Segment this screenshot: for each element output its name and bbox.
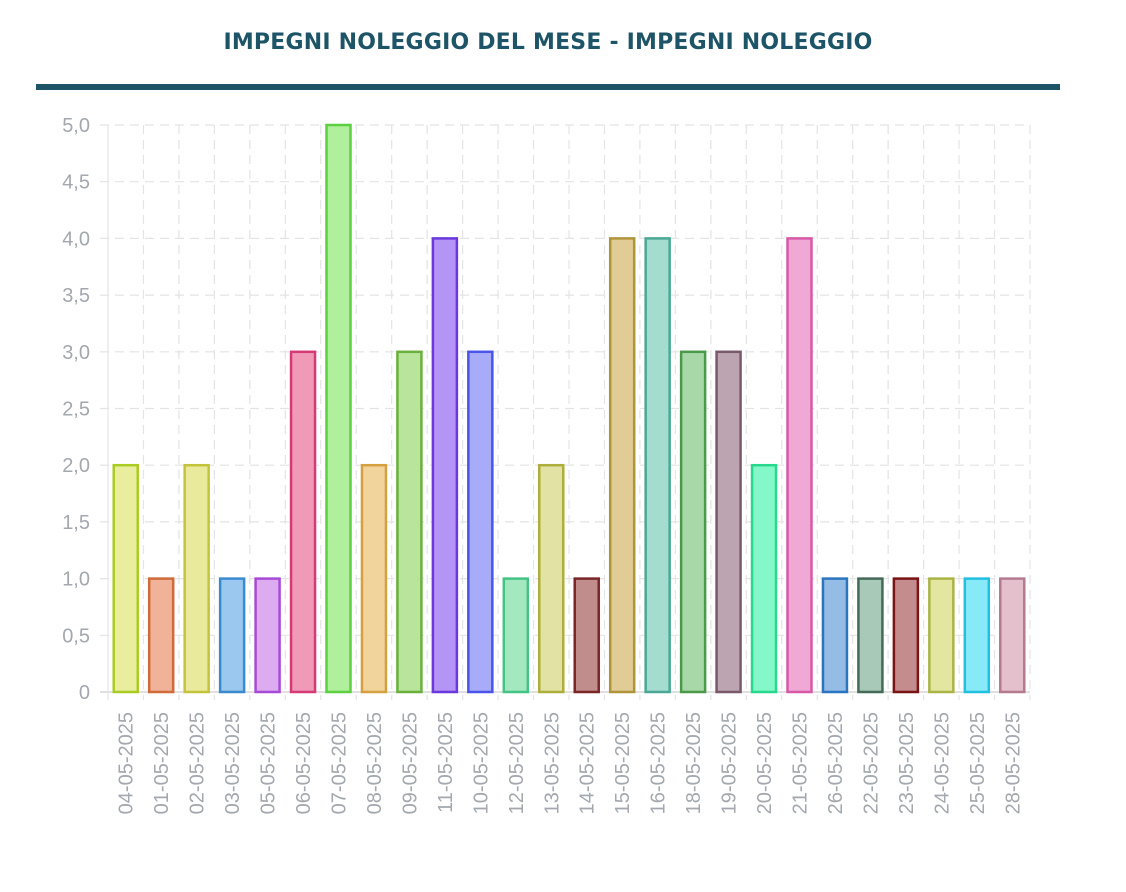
x-tick-label: 16-05-2025 <box>648 712 670 814</box>
x-tick-label: 11-05-2025 <box>435 712 457 813</box>
bar <box>821 577 849 694</box>
x-tick-label: 01-05-2025 <box>151 712 173 814</box>
bar <box>715 350 742 694</box>
x-tick-label: 22-05-2025 <box>860 712 882 814</box>
bar <box>786 237 813 694</box>
bar <box>963 577 991 694</box>
bar <box>644 237 671 694</box>
y-tick-label: 0 <box>79 682 90 704</box>
bar <box>431 237 459 694</box>
x-tick-label: 28-05-2025 <box>1002 712 1024 814</box>
x-tick-label: 13-05-2025 <box>541 712 563 814</box>
bar <box>183 463 210 694</box>
y-tick-label: 3,5 <box>62 285 90 307</box>
y-tick-label: 4,5 <box>62 172 90 194</box>
x-tick-label: 10-05-2025 <box>470 712 492 814</box>
title-underline <box>36 84 1060 90</box>
y-tick-label: 4,0 <box>62 228 90 250</box>
x-tick-label: 18-05-2025 <box>683 712 705 814</box>
x-tick-label: 26-05-2025 <box>825 712 847 814</box>
y-tick-label: 0,5 <box>62 625 90 647</box>
bar <box>892 577 920 694</box>
x-tick-label: 04-05-2025 <box>116 712 138 814</box>
x-tick-label: 15-05-2025 <box>612 712 634 814</box>
x-tick-label: 24-05-2025 <box>931 712 953 814</box>
x-tick-label: 14-05-2025 <box>577 712 599 814</box>
y-tick-label: 2,0 <box>62 455 90 477</box>
x-tick-label: 03-05-2025 <box>222 712 244 814</box>
bar <box>218 577 246 694</box>
x-tick-label: 06-05-2025 <box>293 712 315 814</box>
x-tick-label: 05-05-2025 <box>258 712 280 814</box>
chart-title: IMPEGNI NOLEGGIO DEL MESE - IMPEGNI NOLE… <box>223 30 873 55</box>
x-tick-label: 02-05-2025 <box>187 712 209 814</box>
bar <box>396 350 423 694</box>
y-tick-label: 3,0 <box>62 342 90 364</box>
bar <box>679 350 707 694</box>
bar <box>360 463 388 694</box>
bars <box>112 123 1026 694</box>
bar <box>750 463 778 694</box>
bar <box>467 350 494 694</box>
bar <box>112 463 139 694</box>
bar <box>538 463 565 694</box>
x-tick-label: 08-05-2025 <box>364 712 386 814</box>
y-tick-label: 5,0 <box>62 115 90 137</box>
bar <box>857 577 884 694</box>
bar <box>289 350 317 694</box>
x-tick-label: 21-05-2025 <box>790 712 812 814</box>
bar <box>502 577 530 694</box>
bar <box>325 123 352 694</box>
bar <box>608 237 636 694</box>
y-tick-label: 1,5 <box>62 512 90 534</box>
x-tick-label: 19-05-2025 <box>719 712 741 814</box>
x-tick-label: 09-05-2025 <box>399 712 421 814</box>
bar <box>999 577 1026 694</box>
x-tick-label: 25-05-2025 <box>967 712 989 814</box>
bar <box>147 577 175 694</box>
x-tick-label: 20-05-2025 <box>754 712 776 814</box>
y-axis: 0 0,5 1,0 1,5 2,0 2,5 3,0 3,5 4,0 4,5 5,0 <box>62 115 90 704</box>
x-tick-label: 23-05-2025 <box>896 712 918 814</box>
x-tick-label: 07-05-2025 <box>329 712 351 814</box>
bar <box>254 577 281 694</box>
bar <box>573 577 600 694</box>
y-tick-label: 2,5 <box>62 399 90 421</box>
bar <box>928 577 955 694</box>
x-axis: 04-05-2025 01-05-2025 02-05-2025 03-05-2025… <box>116 712 1025 814</box>
y-tick-label: 1,0 <box>62 569 90 591</box>
x-tick-label: 12-05-2025 <box>506 712 528 814</box>
